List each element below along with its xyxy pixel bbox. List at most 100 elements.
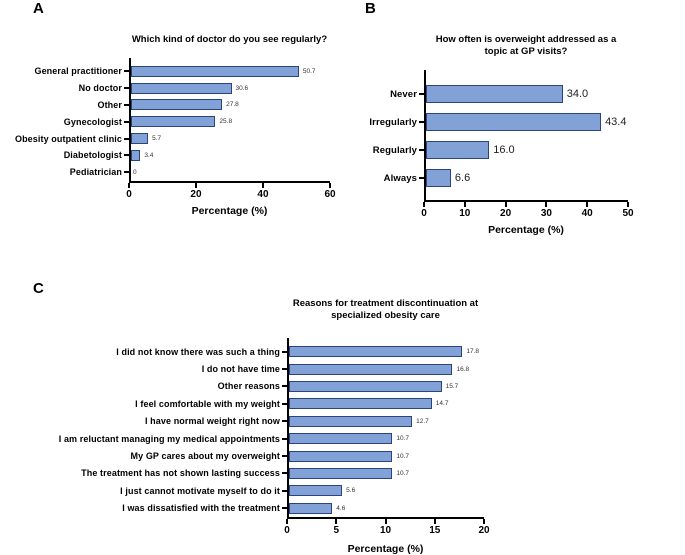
bar-track: 10.7: [287, 467, 484, 479]
category-tick-mark: [124, 154, 129, 157]
x-axis: 0 5 10 15 20: [284, 516, 490, 536]
category-label: Diabetologist: [63, 150, 122, 161]
chart-row: Diabetologist 3.4: [0, 147, 345, 164]
bar-value-label: 3.4: [144, 151, 154, 159]
category-label: Obesity outpatient clinic: [14, 133, 122, 144]
bar-value-label: 4.6: [336, 504, 346, 512]
chart-row: General practitioner 50.7: [0, 63, 345, 80]
chart-title: Which kind of doctor do you see regularl…: [131, 34, 328, 45]
category-label: I feel comfortable with my weight: [135, 398, 280, 409]
bar-value-label: 17.8: [466, 348, 479, 356]
chart-row: I did not know there was such a thing 17.…: [0, 343, 560, 360]
bar-value-label: 25.8: [219, 118, 233, 126]
panel-letter: C: [33, 280, 44, 297]
category-tick-mark: [282, 402, 287, 405]
bar-value-label: 10.7: [396, 452, 410, 460]
bar-value-label: 34.0: [566, 88, 589, 100]
category-tick-mark: [282, 420, 287, 423]
category-tick-mark: [282, 385, 287, 388]
x-tick-label: 20: [500, 208, 512, 219]
category-tick-mark: [282, 437, 287, 440]
bar-track: 10.7: [287, 450, 484, 462]
bar-track: 4.6: [287, 502, 484, 514]
bar-value-label: 16.0: [493, 144, 515, 156]
bar: [131, 65, 299, 77]
x-tick-label: 40: [257, 188, 269, 200]
plot-area: General practitioner 50.7 No doctor 30.6 Oth…: [0, 58, 345, 181]
category-tick-mark: [419, 93, 424, 95]
bar-track: 25.8: [129, 116, 330, 128]
category-tick-mark: [282, 489, 287, 492]
bar-value-label: 10.7: [396, 469, 410, 477]
bar: [289, 380, 442, 392]
category-label: I just cannot motivate myself to do it: [120, 485, 280, 496]
x-tick-label: 10: [459, 208, 471, 219]
category-tick-mark: [419, 177, 424, 179]
y-axis-line: [424, 70, 426, 200]
bar-value-label: 27.8: [226, 101, 239, 109]
x-axis-title: Percentage (%): [488, 224, 564, 236]
chart-row: I feel comfortable with my weight 14.7: [0, 395, 560, 412]
category-label: I was dissatisfied with the treatment: [122, 503, 280, 514]
bar-value-label: 5.7: [152, 135, 162, 143]
category-tick-mark: [124, 120, 129, 123]
bar-track: 15.7: [287, 380, 484, 392]
bar-track: 12.7: [287, 415, 484, 427]
bar: [426, 169, 451, 187]
bar: [131, 99, 223, 111]
category-tick-mark: [282, 507, 287, 510]
bar-value-label: 15.7: [445, 382, 459, 390]
category-label: No doctor: [78, 83, 122, 94]
panel-letter: A: [33, 0, 44, 17]
chart-row: I was dissatisfied with the treatment 4.6: [0, 500, 560, 517]
category-tick-mark: [282, 368, 287, 371]
category-label: Always: [383, 172, 417, 184]
chart-row: Irregularly 43.4: [345, 108, 685, 136]
x-axis: 0 10 20 30 40 50: [421, 200, 634, 219]
x-tick-mark: [329, 182, 331, 188]
category-tick-mark: [124, 103, 129, 106]
bar: [289, 502, 333, 514]
bar: [131, 82, 232, 94]
category-label: Other reasons: [217, 381, 280, 392]
bar: [131, 149, 141, 161]
bar-track: 17.8: [287, 346, 484, 358]
bar: [131, 133, 149, 145]
bar-track: 16.8: [287, 363, 484, 375]
category-label: Gynecologist: [63, 116, 122, 127]
x-axis-title: Percentage (%): [191, 204, 268, 217]
bar: [289, 433, 393, 445]
category-tick-mark: [419, 121, 424, 123]
category-tick-mark: [124, 171, 129, 174]
bar-value-label: 10.7: [396, 435, 410, 443]
bar: [426, 141, 490, 159]
bar: [289, 363, 453, 375]
bar: [289, 467, 393, 479]
x-tick-mark: [433, 518, 436, 524]
plot-area: Never 34.0 Irregularly 43.4 Regularly 16.0 Alw…: [345, 70, 685, 200]
bar-track: 0: [129, 169, 330, 176]
panel-letter: B: [365, 0, 376, 17]
x-tick-mark: [504, 202, 507, 207]
bar-track: 43.4: [424, 113, 628, 131]
x-tick-label: 60: [324, 188, 336, 200]
chart-title-wrap: How often is overweight addressed as a t…: [424, 34, 628, 58]
chart-title: Reasons for treatment discontinuation at…: [292, 298, 479, 321]
bar-value-label: 50.7: [302, 67, 316, 75]
chart-title: How often is overweight addressed as a t…: [435, 34, 617, 57]
category-tick-mark: [282, 472, 287, 475]
category-tick-mark: [282, 350, 287, 353]
bar-value-label: 12.7: [416, 417, 429, 425]
bar-value-label: 14.7: [435, 400, 449, 408]
bar-value-label: 30.6: [235, 84, 249, 92]
bar-track: 30.6: [129, 82, 330, 94]
x-tick-mark: [384, 518, 387, 524]
x-tick-mark: [483, 518, 485, 524]
x-tick-label: 10: [379, 524, 392, 536]
bar-value-label: 0: [133, 168, 137, 176]
chart-row: My GP cares about my overweight 10.7: [0, 447, 560, 464]
x-tick-mark: [586, 202, 589, 207]
x-tick-mark: [423, 202, 425, 207]
x-tick-label: 0: [126, 188, 132, 200]
